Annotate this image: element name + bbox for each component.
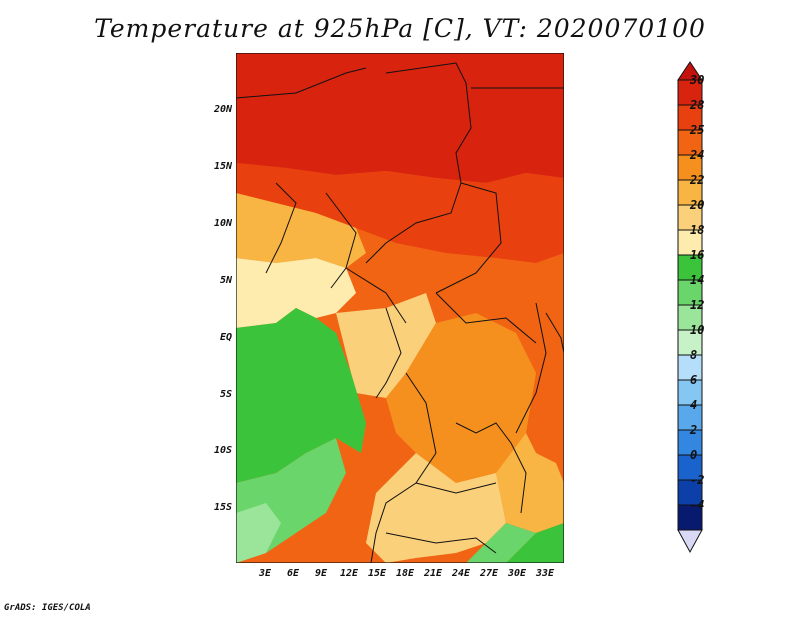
region-ocean-palegreen: [236, 503, 281, 563]
country-borders: [236, 62, 564, 563]
lat-label-10n: 10N: [213, 218, 232, 229]
colorbar-label: 4: [690, 398, 698, 412]
lat-label-20n: 20N: [213, 104, 232, 115]
colorbar: [677, 61, 703, 554]
colorbar-top-arrow: [677, 61, 703, 81]
colorbar-label: 24: [690, 148, 705, 162]
colorbar-segment: [677, 154, 703, 181]
lon-label-18e: 18E: [395, 568, 415, 579]
colorbar-label: 25: [690, 123, 705, 137]
region-namibia: [296, 453, 376, 563]
lon-label-9e: 9E: [314, 568, 328, 579]
colorbar-label: 22: [690, 173, 705, 187]
colorbar-segment: [677, 179, 703, 206]
colorbar-label: 16: [690, 248, 705, 262]
lon-label-12e: 12E: [339, 568, 359, 579]
lon-label-15e: 15E: [367, 568, 387, 579]
lon-label-27e: 27E: [479, 568, 499, 579]
region-hot-north: [236, 53, 564, 183]
lon-label-33e: 33E: [535, 568, 555, 579]
region-central-light: [336, 293, 436, 398]
colorbar-segment: [677, 404, 703, 431]
lat-label-5s: 5S: [219, 389, 232, 400]
colorbar-segment: [677, 454, 703, 481]
colorbar-segment: [677, 229, 703, 256]
lon-label-3e: 3E: [258, 568, 272, 579]
lon-label-21e: 21E: [423, 568, 443, 579]
lat-label-5n: 5N: [219, 275, 232, 286]
region-mozambique: [506, 523, 564, 563]
lon-label-24e: 24E: [451, 568, 471, 579]
region-warm-band: [236, 163, 564, 263]
colorbar-bottom-arrow: [677, 529, 703, 554]
colorbar-label: 12: [690, 298, 705, 312]
lat-label-eq: EQ: [219, 332, 232, 343]
colorbar-label: 18: [690, 223, 705, 237]
colorbar-segment: [677, 104, 703, 131]
colorbar-segment: [677, 304, 703, 331]
colorbar-label: 14: [690, 273, 705, 287]
colorbar-label: 2: [690, 423, 698, 437]
lat-label-15s: 15S: [213, 502, 232, 513]
colorbar-segment: [677, 254, 703, 281]
colorbar-segment: [677, 204, 703, 231]
colorbar-label: 30: [690, 73, 705, 87]
temperature-map: [236, 53, 564, 563]
colorbar-label: 8: [690, 348, 698, 362]
colorbar-label: 20: [690, 198, 705, 212]
lon-label-30e: 30E: [507, 568, 527, 579]
colorbar-label: 6: [690, 373, 698, 387]
colorbar-label: 0: [690, 448, 698, 462]
chart-title: Temperature at 925hPa [C], VT: 202007010…: [94, 14, 706, 43]
region-west-warm: [236, 193, 366, 268]
lat-label-10s: 10S: [213, 445, 232, 456]
colorbar-label: -2: [690, 473, 705, 487]
colorbar-label: 10: [690, 323, 705, 337]
colorbar-segment: [677, 279, 703, 306]
colorbar-segment: [677, 479, 703, 506]
lat-label-15n: 15N: [213, 161, 232, 172]
colorbar-label: 28: [690, 98, 705, 112]
colorbar-segment: [677, 129, 703, 156]
region-southeast-green: [466, 523, 536, 563]
region-congo: [386, 313, 536, 483]
colorbar-segment: [677, 429, 703, 456]
region-gulf-guinea: [236, 258, 356, 328]
colorbar-segment: [677, 354, 703, 381]
footer-credit: GrADS: IGES/COLA: [4, 603, 91, 613]
lon-label-6e: 6E: [286, 568, 300, 579]
colorbar-label: -4: [690, 498, 705, 512]
region-east-lakes: [496, 433, 564, 533]
